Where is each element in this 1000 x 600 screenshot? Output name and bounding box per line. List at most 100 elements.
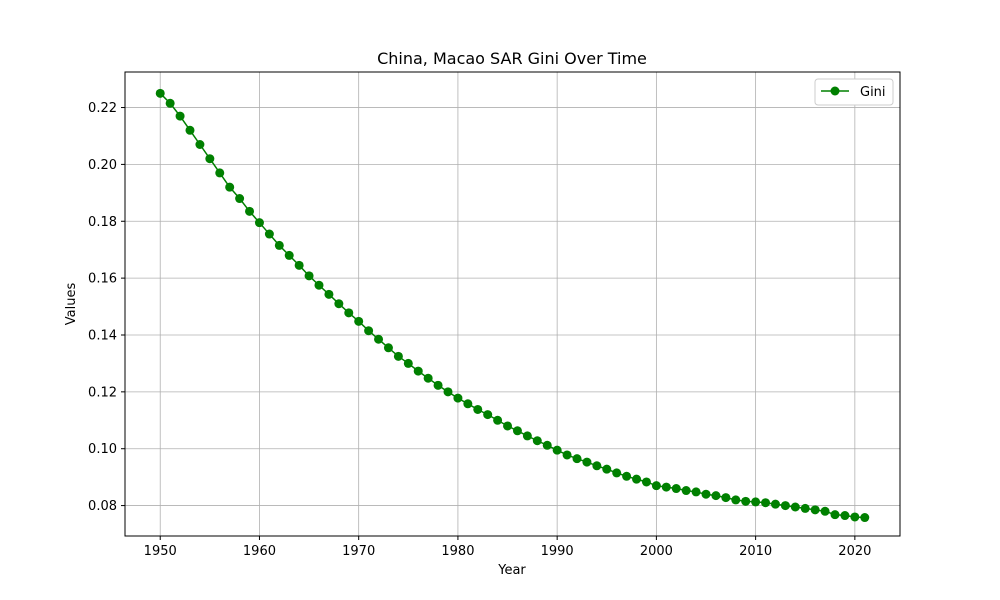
legend-label: Gini <box>860 85 886 100</box>
grid <box>125 72 900 536</box>
data-point <box>592 461 602 471</box>
data-point <box>433 380 443 390</box>
data-point <box>354 316 364 326</box>
x-tick-label: 1970 <box>342 544 375 559</box>
data-point <box>751 497 761 507</box>
y-tick-label: 0.16 <box>88 272 117 287</box>
y-tick-label: 0.12 <box>88 385 117 400</box>
data-point <box>483 410 493 420</box>
data-point <box>304 271 314 281</box>
x-tick-label: 1980 <box>441 544 474 559</box>
data-point <box>314 280 324 290</box>
data-point <box>155 88 165 98</box>
data-point <box>612 468 622 478</box>
data-point <box>473 404 483 414</box>
data-point <box>780 501 790 511</box>
chart-title: China, Macao SAR Gini Over Time <box>377 49 647 68</box>
data-point <box>344 308 354 318</box>
data-point <box>691 487 701 497</box>
data-point <box>254 218 264 228</box>
legend-marker <box>830 86 840 96</box>
data-point <box>770 499 780 509</box>
y-tick-label: 0.22 <box>88 101 117 116</box>
y-tick-label: 0.08 <box>88 499 117 514</box>
y-axis-label: Values <box>64 283 79 326</box>
data-point <box>413 366 423 376</box>
y-tick-label: 0.14 <box>88 328 117 343</box>
data-point <box>731 495 741 505</box>
data-point <box>284 250 294 260</box>
data-point <box>830 510 840 520</box>
data-point <box>374 334 384 344</box>
x-axis: 1950 1960 1970 1980 1990 2000 2010 2020 <box>144 536 871 559</box>
data-point <box>552 445 562 455</box>
data-point <box>860 513 870 523</box>
data-point <box>383 343 393 353</box>
data-point <box>562 450 572 460</box>
data-point <box>264 229 274 239</box>
data-point <box>235 194 245 204</box>
y-tick-label: 0.10 <box>88 442 117 457</box>
data-point <box>840 511 850 521</box>
data-point <box>443 387 453 397</box>
x-tick-label: 1950 <box>144 544 177 559</box>
y-tick-label: 0.18 <box>88 215 117 230</box>
data-point <box>671 484 681 494</box>
data-point <box>453 393 463 403</box>
data-point <box>423 373 433 383</box>
data-point <box>364 326 374 336</box>
data-point <box>602 464 612 474</box>
data-point <box>632 474 642 484</box>
data-point <box>681 486 691 496</box>
data-point <box>582 457 592 467</box>
data-point <box>324 289 334 299</box>
data-point <box>195 140 205 149</box>
data-point <box>403 358 413 368</box>
data-point <box>225 182 235 192</box>
data-point <box>503 421 513 431</box>
data-point <box>205 154 215 164</box>
legend-box <box>814 78 894 106</box>
data-point <box>512 426 522 436</box>
data-point <box>651 481 661 491</box>
data-point <box>245 206 255 216</box>
data-point <box>165 98 175 108</box>
data-point <box>294 260 304 270</box>
data-point <box>721 493 731 503</box>
data-point <box>493 415 503 425</box>
data-point <box>175 111 185 121</box>
series-layer <box>155 88 870 523</box>
y-axis: 0.08 0.10 0.12 0.14 0.16 0.18 0.20 0.22 <box>88 101 125 514</box>
data-point <box>522 431 532 441</box>
x-tick-label: 2000 <box>640 544 673 559</box>
x-tick-label: 2020 <box>838 544 871 559</box>
x-tick-label: 1960 <box>243 544 276 559</box>
x-tick-label: 2010 <box>739 544 772 559</box>
data-point <box>741 496 751 506</box>
data-point <box>761 498 771 508</box>
data-point <box>334 299 344 309</box>
data-point <box>463 399 473 409</box>
data-point <box>820 506 830 516</box>
y-tick-label: 0.20 <box>88 158 117 173</box>
plot-frame <box>124 71 901 537</box>
data-point <box>542 440 552 450</box>
data-point <box>800 503 810 513</box>
data-point <box>810 505 820 515</box>
legend: Gini <box>814 78 894 106</box>
data-point <box>701 489 711 499</box>
data-point <box>790 502 800 512</box>
data-point <box>393 351 403 361</box>
data-point <box>622 471 632 481</box>
data-point <box>661 482 671 492</box>
data-point <box>215 168 225 178</box>
data-point <box>850 512 860 522</box>
data-point <box>274 240 284 250</box>
data-point <box>532 436 542 446</box>
x-tick-label: 1990 <box>541 544 574 559</box>
x-axis-label: Year <box>497 563 526 578</box>
data-point <box>711 491 721 501</box>
data-point <box>185 125 195 135</box>
data-point <box>572 454 582 464</box>
